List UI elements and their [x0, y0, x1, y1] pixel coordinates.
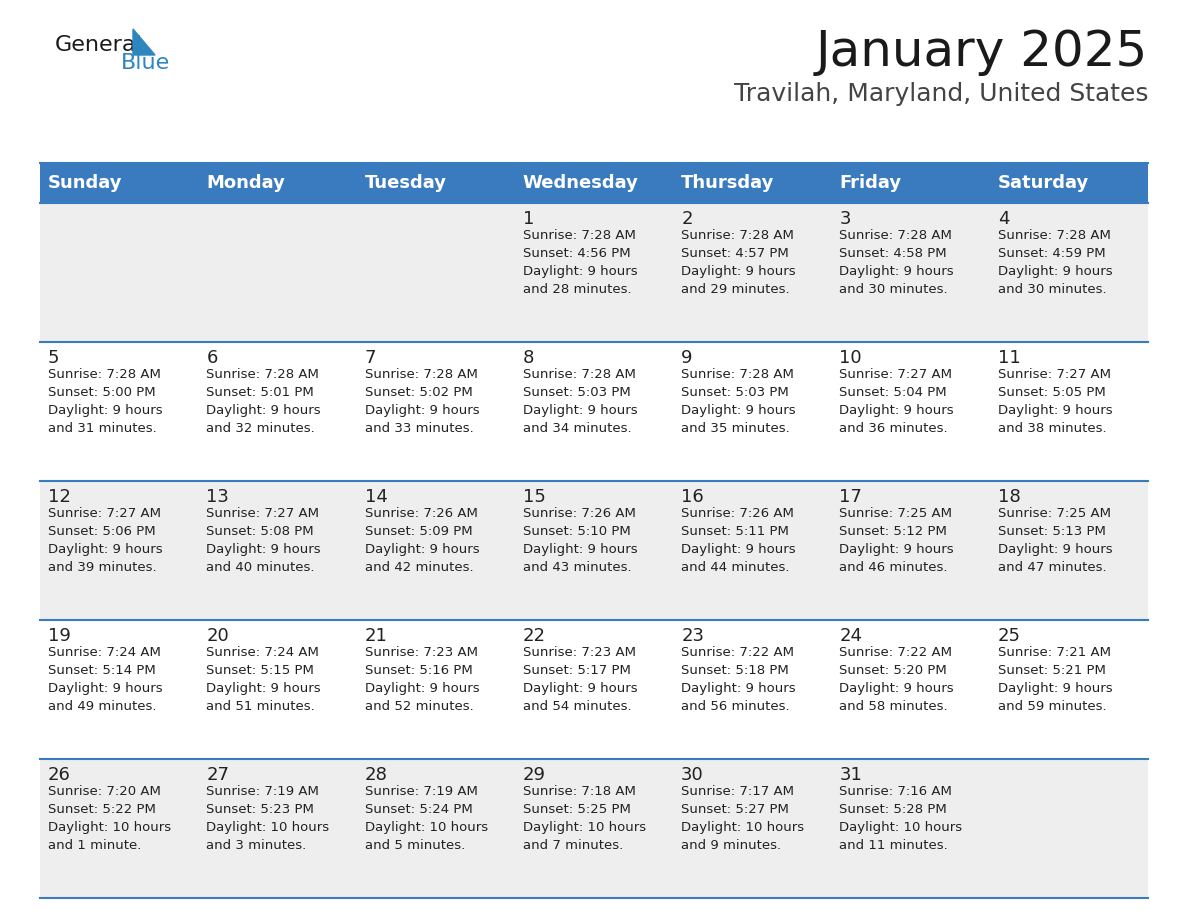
Bar: [40, 759, 1148, 898]
Text: 15: 15: [523, 488, 545, 506]
Text: 17: 17: [840, 488, 862, 506]
Text: Sunrise: 7:26 AM
Sunset: 5:11 PM
Daylight: 9 hours
and 44 minutes.: Sunrise: 7:26 AM Sunset: 5:11 PM Dayligh…: [681, 507, 796, 574]
Text: Sunrise: 7:23 AM
Sunset: 5:16 PM
Daylight: 9 hours
and 52 minutes.: Sunrise: 7:23 AM Sunset: 5:16 PM Dayligh…: [365, 646, 479, 713]
Text: 22: 22: [523, 627, 545, 645]
Text: Sunrise: 7:17 AM
Sunset: 5:27 PM
Daylight: 10 hours
and 9 minutes.: Sunrise: 7:17 AM Sunset: 5:27 PM Dayligh…: [681, 785, 804, 852]
Text: Sunrise: 7:25 AM
Sunset: 5:12 PM
Daylight: 9 hours
and 46 minutes.: Sunrise: 7:25 AM Sunset: 5:12 PM Dayligh…: [840, 507, 954, 574]
Text: Sunrise: 7:28 AM
Sunset: 5:00 PM
Daylight: 9 hours
and 31 minutes.: Sunrise: 7:28 AM Sunset: 5:00 PM Dayligh…: [48, 368, 163, 435]
Text: Sunrise: 7:23 AM
Sunset: 5:17 PM
Daylight: 9 hours
and 54 minutes.: Sunrise: 7:23 AM Sunset: 5:17 PM Dayligh…: [523, 646, 638, 713]
Text: General: General: [55, 35, 143, 55]
Bar: [674, 163, 832, 203]
Text: Sunrise: 7:28 AM
Sunset: 4:57 PM
Daylight: 9 hours
and 29 minutes.: Sunrise: 7:28 AM Sunset: 4:57 PM Dayligh…: [681, 229, 796, 296]
Text: 10: 10: [840, 349, 862, 367]
Text: Sunrise: 7:27 AM
Sunset: 5:05 PM
Daylight: 9 hours
and 38 minutes.: Sunrise: 7:27 AM Sunset: 5:05 PM Dayligh…: [998, 368, 1112, 435]
Bar: [514, 163, 674, 203]
Text: Sunrise: 7:28 AM
Sunset: 5:02 PM
Daylight: 9 hours
and 33 minutes.: Sunrise: 7:28 AM Sunset: 5:02 PM Dayligh…: [365, 368, 479, 435]
Text: Sunrise: 7:26 AM
Sunset: 5:10 PM
Daylight: 9 hours
and 43 minutes.: Sunrise: 7:26 AM Sunset: 5:10 PM Dayligh…: [523, 507, 638, 574]
Bar: [198, 163, 356, 203]
Text: Monday: Monday: [207, 174, 285, 192]
Bar: [40, 620, 1148, 759]
Text: 2: 2: [681, 210, 693, 228]
Text: Sunrise: 7:24 AM
Sunset: 5:14 PM
Daylight: 9 hours
and 49 minutes.: Sunrise: 7:24 AM Sunset: 5:14 PM Dayligh…: [48, 646, 163, 713]
Text: Sunrise: 7:19 AM
Sunset: 5:24 PM
Daylight: 10 hours
and 5 minutes.: Sunrise: 7:19 AM Sunset: 5:24 PM Dayligh…: [365, 785, 488, 852]
Text: 20: 20: [207, 627, 229, 645]
Text: Sunrise: 7:28 AM
Sunset: 4:58 PM
Daylight: 9 hours
and 30 minutes.: Sunrise: 7:28 AM Sunset: 4:58 PM Dayligh…: [840, 229, 954, 296]
Text: 31: 31: [840, 766, 862, 784]
Text: 26: 26: [48, 766, 71, 784]
Text: 14: 14: [365, 488, 387, 506]
Text: Sunrise: 7:28 AM
Sunset: 5:01 PM
Daylight: 9 hours
and 32 minutes.: Sunrise: 7:28 AM Sunset: 5:01 PM Dayligh…: [207, 368, 321, 435]
Text: Sunrise: 7:28 AM
Sunset: 5:03 PM
Daylight: 9 hours
and 34 minutes.: Sunrise: 7:28 AM Sunset: 5:03 PM Dayligh…: [523, 368, 638, 435]
Text: 8: 8: [523, 349, 535, 367]
Text: Friday: Friday: [840, 174, 902, 192]
Bar: [40, 163, 198, 203]
Text: Wednesday: Wednesday: [523, 174, 639, 192]
Text: 16: 16: [681, 488, 704, 506]
Text: 18: 18: [998, 488, 1020, 506]
Text: Sunrise: 7:27 AM
Sunset: 5:06 PM
Daylight: 9 hours
and 39 minutes.: Sunrise: 7:27 AM Sunset: 5:06 PM Dayligh…: [48, 507, 163, 574]
Text: January 2025: January 2025: [816, 28, 1148, 76]
Text: 3: 3: [840, 210, 851, 228]
Text: 6: 6: [207, 349, 217, 367]
Text: 9: 9: [681, 349, 693, 367]
Text: Thursday: Thursday: [681, 174, 775, 192]
Text: Travilah, Maryland, United States: Travilah, Maryland, United States: [733, 82, 1148, 106]
Text: Tuesday: Tuesday: [365, 174, 447, 192]
Bar: [40, 342, 1148, 481]
Text: 27: 27: [207, 766, 229, 784]
Text: Blue: Blue: [121, 53, 170, 73]
Bar: [40, 481, 1148, 620]
Bar: [990, 163, 1148, 203]
Text: 29: 29: [523, 766, 545, 784]
Text: 28: 28: [365, 766, 387, 784]
Text: 30: 30: [681, 766, 704, 784]
Text: 21: 21: [365, 627, 387, 645]
Text: Sunrise: 7:16 AM
Sunset: 5:28 PM
Daylight: 10 hours
and 11 minutes.: Sunrise: 7:16 AM Sunset: 5:28 PM Dayligh…: [840, 785, 962, 852]
Text: 11: 11: [998, 349, 1020, 367]
Text: Sunrise: 7:28 AM
Sunset: 4:59 PM
Daylight: 9 hours
and 30 minutes.: Sunrise: 7:28 AM Sunset: 4:59 PM Dayligh…: [998, 229, 1112, 296]
Text: Sunrise: 7:18 AM
Sunset: 5:25 PM
Daylight: 10 hours
and 7 minutes.: Sunrise: 7:18 AM Sunset: 5:25 PM Dayligh…: [523, 785, 646, 852]
Bar: [356, 163, 514, 203]
Text: Sunrise: 7:27 AM
Sunset: 5:04 PM
Daylight: 9 hours
and 36 minutes.: Sunrise: 7:27 AM Sunset: 5:04 PM Dayligh…: [840, 368, 954, 435]
Text: Sunrise: 7:22 AM
Sunset: 5:20 PM
Daylight: 9 hours
and 58 minutes.: Sunrise: 7:22 AM Sunset: 5:20 PM Dayligh…: [840, 646, 954, 713]
Text: 24: 24: [840, 627, 862, 645]
Text: Sunrise: 7:20 AM
Sunset: 5:22 PM
Daylight: 10 hours
and 1 minute.: Sunrise: 7:20 AM Sunset: 5:22 PM Dayligh…: [48, 785, 171, 852]
Bar: [832, 163, 990, 203]
Text: Sunrise: 7:26 AM
Sunset: 5:09 PM
Daylight: 9 hours
and 42 minutes.: Sunrise: 7:26 AM Sunset: 5:09 PM Dayligh…: [365, 507, 479, 574]
Text: Sunrise: 7:25 AM
Sunset: 5:13 PM
Daylight: 9 hours
and 47 minutes.: Sunrise: 7:25 AM Sunset: 5:13 PM Dayligh…: [998, 507, 1112, 574]
Text: Sunrise: 7:28 AM
Sunset: 4:56 PM
Daylight: 9 hours
and 28 minutes.: Sunrise: 7:28 AM Sunset: 4:56 PM Dayligh…: [523, 229, 638, 296]
Text: Saturday: Saturday: [998, 174, 1089, 192]
Bar: [40, 203, 1148, 342]
Polygon shape: [133, 29, 154, 55]
Text: Sunrise: 7:21 AM
Sunset: 5:21 PM
Daylight: 9 hours
and 59 minutes.: Sunrise: 7:21 AM Sunset: 5:21 PM Dayligh…: [998, 646, 1112, 713]
Text: 25: 25: [998, 627, 1020, 645]
Text: Sunrise: 7:24 AM
Sunset: 5:15 PM
Daylight: 9 hours
and 51 minutes.: Sunrise: 7:24 AM Sunset: 5:15 PM Dayligh…: [207, 646, 321, 713]
Text: 19: 19: [48, 627, 71, 645]
Text: Sunrise: 7:19 AM
Sunset: 5:23 PM
Daylight: 10 hours
and 3 minutes.: Sunrise: 7:19 AM Sunset: 5:23 PM Dayligh…: [207, 785, 329, 852]
Text: 23: 23: [681, 627, 704, 645]
Text: 4: 4: [998, 210, 1010, 228]
Text: 7: 7: [365, 349, 377, 367]
Text: Sunday: Sunday: [48, 174, 122, 192]
Text: Sunrise: 7:27 AM
Sunset: 5:08 PM
Daylight: 9 hours
and 40 minutes.: Sunrise: 7:27 AM Sunset: 5:08 PM Dayligh…: [207, 507, 321, 574]
Text: 5: 5: [48, 349, 59, 367]
Text: Sunrise: 7:28 AM
Sunset: 5:03 PM
Daylight: 9 hours
and 35 minutes.: Sunrise: 7:28 AM Sunset: 5:03 PM Dayligh…: [681, 368, 796, 435]
Text: 1: 1: [523, 210, 535, 228]
Text: 13: 13: [207, 488, 229, 506]
Text: Sunrise: 7:22 AM
Sunset: 5:18 PM
Daylight: 9 hours
and 56 minutes.: Sunrise: 7:22 AM Sunset: 5:18 PM Dayligh…: [681, 646, 796, 713]
Text: 12: 12: [48, 488, 71, 506]
